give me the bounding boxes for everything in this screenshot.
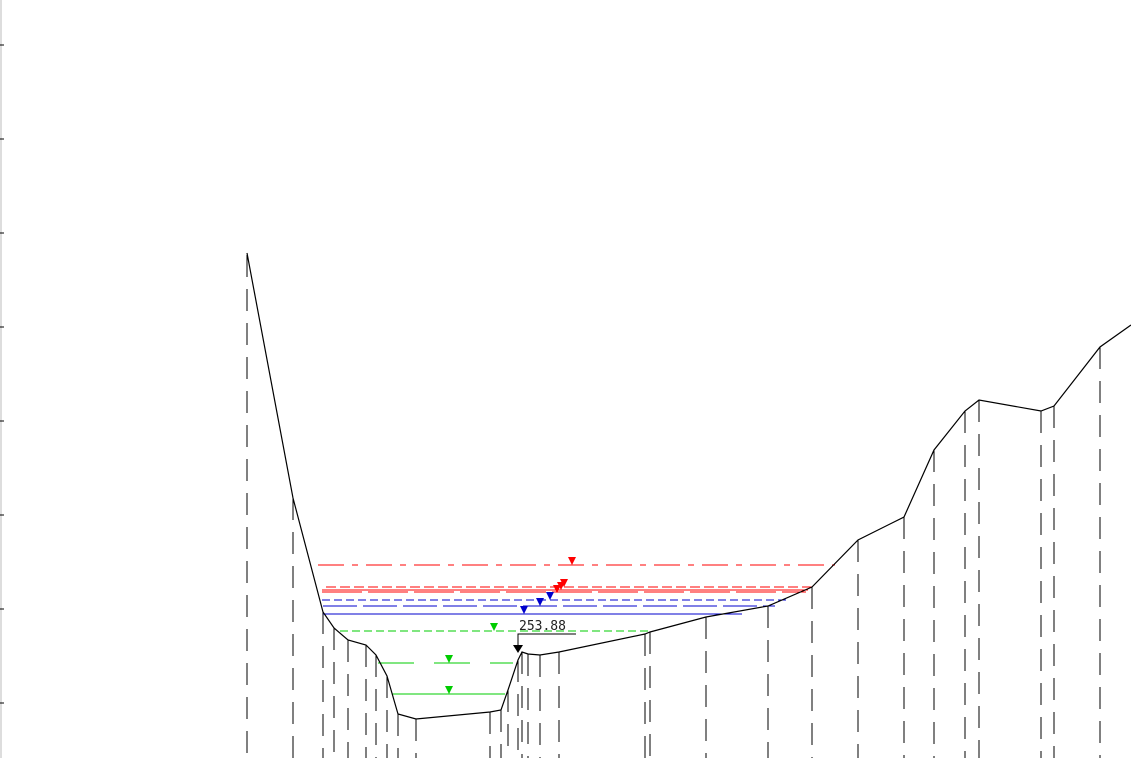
annotation-arrow-icon [513,645,523,653]
marker-red-1 [568,557,576,565]
annotation-leader [517,633,576,646]
marker-green-1 [490,623,498,631]
marker-red-4 [553,585,561,593]
marker-blue-1 [546,592,554,600]
marker-red-3 [557,582,565,590]
elevation-annotation: 253.88 [513,619,576,653]
water-levels [318,564,835,695]
terrain-profile [246,252,1131,720]
left-axis [0,0,4,758]
station-lines [246,255,1101,758]
level-markers [445,557,576,694]
marker-green-2 [445,655,453,663]
marker-blue-2 [536,598,544,606]
annotation-value: 253.88 [519,619,566,634]
marker-green-3 [445,686,453,694]
marker-blue-3 [520,606,528,614]
